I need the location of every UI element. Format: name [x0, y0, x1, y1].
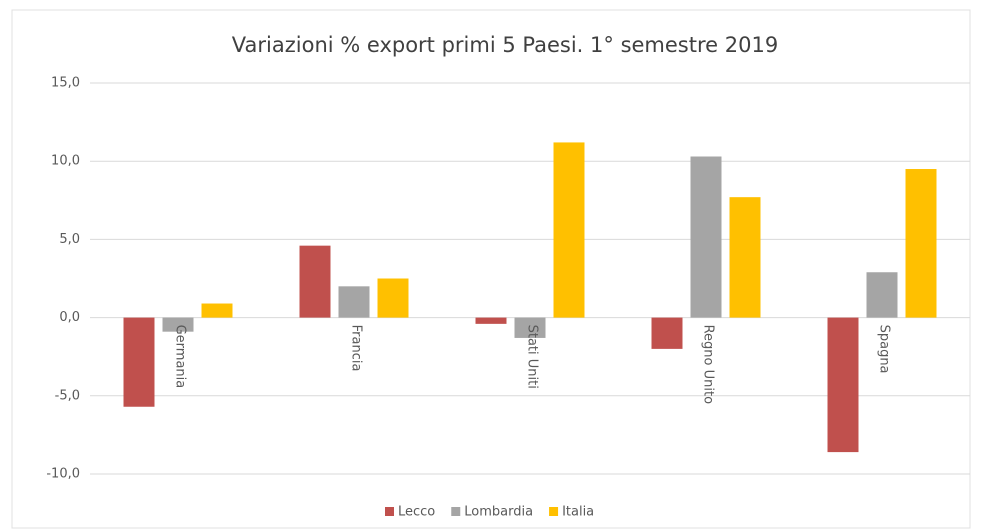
y-tick-label: -5,0 — [55, 388, 80, 403]
y-tick-label: -10,0 — [46, 467, 80, 482]
y-tick-label: 10,0 — [51, 154, 80, 169]
bar — [123, 317, 155, 407]
bar — [690, 156, 722, 318]
y-tick-label: 15,0 — [51, 76, 80, 91]
legend-swatch — [549, 507, 559, 516]
legend-label: Italia — [562, 505, 594, 520]
bar — [729, 197, 761, 318]
chart-title: Variazioni % export primi 5 Paesi. 1° se… — [232, 33, 778, 57]
bar — [299, 245, 331, 318]
legend-label: Lecco — [398, 505, 435, 520]
bar — [827, 317, 859, 453]
bar — [475, 317, 507, 324]
bar — [866, 272, 898, 318]
x-tick-label: Germania — [173, 325, 188, 389]
bar — [338, 286, 370, 318]
x-tick-label: Regno Unito — [701, 325, 716, 404]
bar — [514, 317, 546, 338]
bar — [377, 278, 409, 318]
legend-label: Lombardia — [464, 505, 533, 520]
y-tick-label: 5,0 — [59, 232, 80, 247]
bar — [905, 169, 937, 318]
legend-swatch — [451, 507, 461, 516]
x-tick-label: Stati Uniti — [525, 325, 540, 389]
x-tick-label: Spagna — [877, 325, 892, 374]
bar — [553, 142, 585, 318]
bar — [162, 317, 194, 332]
chart-frame — [11, 9, 971, 529]
y-tick-label: 0,0 — [59, 310, 80, 325]
x-tick-label: Francia — [349, 325, 364, 372]
legend-swatch — [385, 507, 394, 516]
bar — [651, 317, 683, 349]
bar — [201, 303, 233, 318]
